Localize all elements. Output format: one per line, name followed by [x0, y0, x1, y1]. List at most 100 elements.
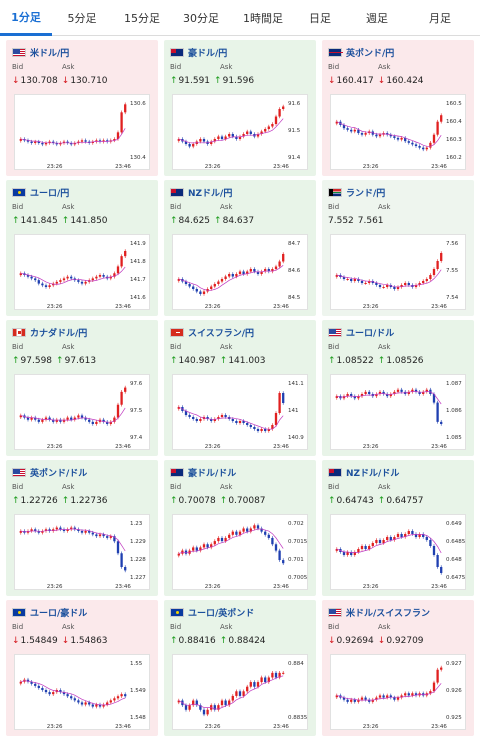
y-tick-label: 91.5: [288, 128, 301, 134]
candle: [386, 394, 389, 397]
tab-4[interactable]: 1時間足: [243, 12, 283, 25]
currency-card[interactable]: ユーロ/英ポンド Bid Ask ↑0.88416 ↑0.88424 0.884 0.883…: [164, 600, 316, 736]
tab-3[interactable]: 30分足: [183, 12, 219, 25]
tab-0[interactable]: 1分足: [0, 0, 52, 36]
currency-card[interactable]: 豪ドル/ドル Bid Ask ↑0.70078 ↑0.70087 0.702 0.7015 0…: [164, 460, 316, 596]
candle: [282, 106, 285, 109]
currency-card[interactable]: 豪ドル/円 Bid Ask ↑91.591 ↑91.596 91.6 91.5 91.4 23:…: [164, 40, 316, 176]
arrow-up-icon: ↑: [377, 356, 386, 366]
pair-name-link[interactable]: NZドル/円: [188, 188, 233, 199]
mini-chart[interactable]: 141.9 141.8 141.7 141.6 23:26 23:46: [14, 234, 150, 310]
candle: [224, 136, 227, 139]
card-header: 英ポンド/円: [328, 45, 394, 59]
card-header: 米ドル/円: [12, 45, 69, 59]
candle: [346, 279, 349, 280]
candle: [66, 417, 69, 420]
ask-price: 0.70087: [228, 496, 266, 506]
mini-chart[interactable]: 97.6 97.5 97.4 23:26 23:46: [14, 374, 150, 450]
currency-card[interactable]: NZドル/円 Bid Ask ↑84.625 ↑84.637 84.7 84.6 84.5 23…: [164, 180, 316, 316]
moving-average-line: [20, 407, 126, 423]
x-tick-label: 23:26: [205, 724, 221, 730]
pair-name-link[interactable]: 英ポンド/ドル: [30, 468, 88, 479]
currency-card[interactable]: 米ドル/円 Bid Ask ↓130.708 ↓130.710 130.6 130.4 23:…: [6, 40, 158, 176]
pair-name-link[interactable]: ユーロ/ドル: [346, 328, 395, 339]
currency-card[interactable]: 英ポンド/円 Bid Ask ↓160.417 ↓160.424 160.5 160.4 16…: [322, 40, 474, 176]
pair-name-link[interactable]: ユーロ/豪ドル: [30, 608, 88, 619]
arrow-down-icon: ↓: [328, 636, 336, 646]
mini-chart[interactable]: 160.5 160.4 160.3 160.2 23:26 23:46: [330, 94, 466, 170]
candle: [382, 540, 385, 543]
tab-2[interactable]: 15分足: [124, 12, 160, 25]
mini-chart[interactable]: 1.23 1.229 1.228 1.227 23:26 23:46: [14, 514, 150, 590]
candle: [235, 531, 238, 535]
y-tick-label: 7.56: [446, 241, 459, 247]
ask-label: Ask: [220, 63, 233, 71]
pair-name-link[interactable]: カナダドル/円: [30, 328, 88, 339]
mini-chart[interactable]: 7.56 7.55 7.54 23:26 23:46: [330, 234, 466, 310]
candle: [206, 417, 209, 419]
candle: [202, 139, 206, 142]
bid-ask-values: ↑1.22726 ↑1.22736: [12, 496, 112, 506]
currency-card[interactable]: ユーロ/円 Bid Ask ↑141.845 ↑141.850 141.9 141.8 141…: [6, 180, 158, 316]
pair-name-link[interactable]: 米ドル/円: [30, 48, 70, 59]
currency-card[interactable]: NZドル/ドル Bid Ask ↑0.64743 ↑0.64757 0.649 0.6485…: [322, 460, 474, 596]
pair-name-link[interactable]: 豪ドル/ドル: [188, 468, 237, 479]
currency-card[interactable]: ユーロ/ドル Bid Ask ↑1.08522 ↑1.08526 1.087 1.086 1.…: [322, 320, 474, 456]
currency-card[interactable]: 米ドル/スイスフラン Bid Ask ↓0.92694 ↓0.92709 0.927 0.9…: [322, 600, 474, 736]
mini-chart[interactable]: 0.649 0.6485 0.648 0.6475 23:26 23:46: [330, 514, 466, 590]
mini-chart[interactable]: 91.6 91.5 91.4 23:26 23:46: [172, 94, 308, 170]
card-header: NZドル/ドル: [328, 465, 399, 479]
pair-name-link[interactable]: 英ポンド/円: [346, 48, 395, 59]
candle: [217, 417, 220, 419]
candle: [389, 537, 392, 540]
pair-name-link[interactable]: ユーロ/英ポンド: [188, 608, 255, 619]
candle: [177, 139, 180, 141]
tab-5[interactable]: 日足: [309, 12, 331, 25]
card-header: カナダドル/円: [12, 325, 87, 339]
tab-7[interactable]: 月足: [429, 12, 451, 25]
pair-name-link[interactable]: ユーロ/円: [30, 188, 70, 199]
candle: [389, 695, 392, 698]
candle: [264, 531, 267, 535]
mini-chart[interactable]: 1.087 1.086 1.085 23:26 23:46: [330, 374, 466, 450]
currency-card[interactable]: スイスフラン/円 Bid Ask ↑140.987 ↑141.003 141.1 141 14…: [164, 320, 316, 456]
mini-chart[interactable]: 141.1 141 140.9 23:26 23:46: [172, 374, 308, 450]
currency-card[interactable]: ユーロ/豪ドル Bid Ask ↓1.54849 ↓1.54863 1.55 1.549 1.…: [6, 600, 158, 736]
mini-chart[interactable]: 0.884 0.8835 23:26 23:46: [172, 654, 308, 730]
pair-name-link[interactable]: 豪ドル/円: [188, 48, 228, 59]
candle: [256, 525, 260, 529]
tab-1[interactable]: 5分足: [67, 12, 97, 25]
candle: [357, 129, 360, 134]
candle: [429, 691, 432, 694]
candle: [62, 529, 66, 531]
pair-name-link[interactable]: NZドル/ドル: [346, 468, 400, 479]
candle: [278, 393, 281, 413]
candle: [235, 691, 238, 696]
currency-card[interactable]: ランド/円 Bid Ask 7.552 7.561 7.56 7.55 7.54 23:26 23…: [322, 180, 474, 316]
candlestick-chart: 0.649 0.6485 0.648 0.6475 23:26 23:46: [335, 521, 466, 590]
tab-6[interactable]: 週足: [366, 12, 388, 25]
candlestick-chart: 84.7 84.6 84.5 23:26 23:46: [177, 241, 301, 310]
mini-chart[interactable]: 130.6 130.4 23:26 23:46: [14, 94, 150, 170]
flag-za-icon: [328, 187, 342, 197]
mini-chart[interactable]: 0.927 0.926 0.925 23:26 23:46: [330, 654, 466, 730]
mini-chart[interactable]: 1.55 1.549 1.548 23:26 23:46: [14, 654, 150, 730]
candle: [116, 132, 120, 139]
candle: [418, 391, 421, 394]
pair-name-link[interactable]: ランド/円: [346, 188, 386, 199]
candle: [109, 536, 112, 538]
pair-name-link[interactable]: 米ドル/スイスフラン: [346, 608, 431, 619]
mini-chart[interactable]: 0.702 0.7015 0.701 0.7005 23:26 23:46: [172, 514, 308, 590]
bid-price: 160.417: [336, 76, 374, 86]
ask-value: ↓130.710: [62, 76, 108, 86]
ask-price: 160.424: [386, 76, 424, 86]
mini-chart[interactable]: 84.7 84.6 84.5 23:26 23:46: [172, 234, 308, 310]
currency-card[interactable]: カナダドル/円 Bid Ask ↑97.598 ↑97.613 97.6 97.5 97.4 2…: [6, 320, 158, 456]
currency-card[interactable]: 英ポンド/ドル Bid Ask ↑1.22726 ↑1.22736 1.23 1.229 1.…: [6, 460, 158, 596]
pair-name-link[interactable]: スイスフラン/円: [188, 328, 255, 339]
candle: [210, 544, 213, 548]
bid-price: 141.845: [20, 216, 58, 226]
candle: [59, 280, 62, 282]
bid-ask-labels: Bid Ask: [12, 483, 112, 491]
candle: [375, 134, 378, 137]
